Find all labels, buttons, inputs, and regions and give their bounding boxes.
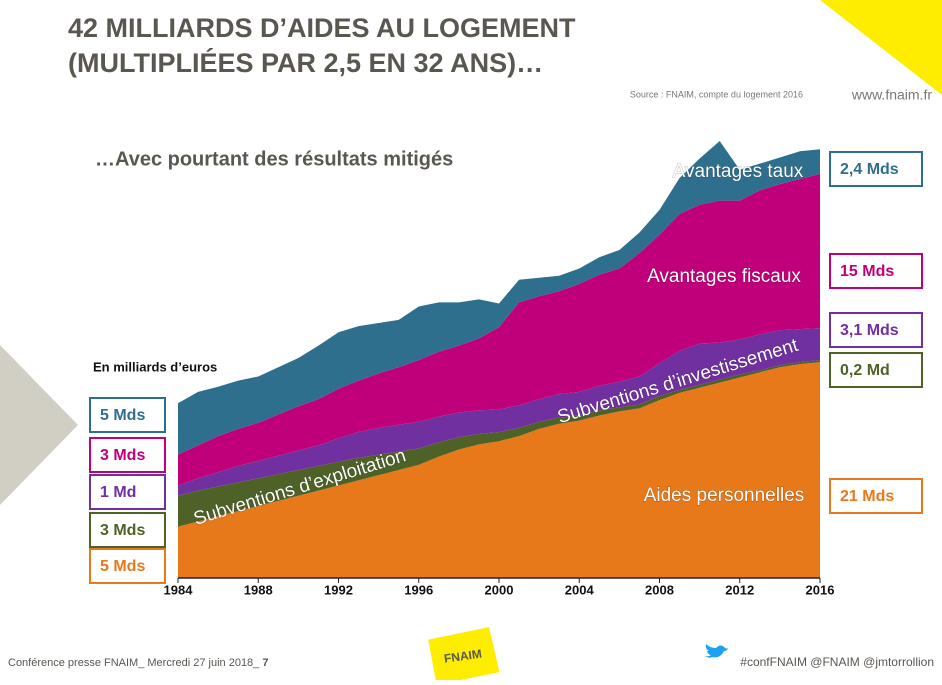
corner-decoration bbox=[820, 0, 942, 95]
x-tick-label: 2016 bbox=[806, 582, 835, 597]
value-label: 3 Mds bbox=[100, 522, 145, 539]
value-label-box bbox=[829, 478, 923, 514]
x-tick-label: 2008 bbox=[645, 582, 674, 597]
x-tick-label: 1988 bbox=[244, 582, 273, 597]
source: Source : FNAIM, compte du logement 2016 bbox=[630, 89, 803, 99]
logo-shape bbox=[428, 627, 500, 685]
plot: 1984 1988 1992 1996 2000 2004 2008 2012 2016 Aide… bbox=[89, 141, 923, 597]
value-label-box bbox=[829, 151, 923, 187]
area bbox=[178, 173, 820, 486]
y-label: En milliards d’euros bbox=[93, 359, 217, 374]
value-label-box bbox=[829, 312, 923, 348]
x-tick-label: 2004 bbox=[565, 582, 595, 597]
logo-text: FNAIM bbox=[443, 647, 483, 666]
x-tick-label: 1996 bbox=[404, 582, 433, 597]
series-name: Avantages taux bbox=[673, 161, 804, 182]
value-label-box bbox=[89, 474, 166, 510]
x-tick-label: 1984 bbox=[164, 582, 194, 597]
value-label-box bbox=[89, 548, 166, 584]
value-label: 21 Mds bbox=[840, 488, 894, 505]
value-label: 3 Mds bbox=[100, 447, 145, 464]
x-tick-label: 2000 bbox=[485, 582, 514, 597]
series-name: Aides personnelles bbox=[644, 485, 805, 506]
subtitle: …Avec pourtant des résultats mitigés bbox=[95, 148, 453, 170]
side-decoration bbox=[0, 345, 78, 505]
area bbox=[178, 360, 820, 527]
footer-left: Conférence presse FNAIM_ Mercredi 27 jui… bbox=[8, 657, 262, 669]
value-label: 15 Mds bbox=[840, 263, 894, 280]
page-number: 7 bbox=[262, 657, 268, 669]
x-tick-label: 2012 bbox=[725, 582, 754, 597]
value-label-box bbox=[89, 512, 166, 548]
title: (MULTIPLIÉES PAR 2,5 EN 32 ANS)… bbox=[68, 47, 543, 78]
x-tick-label: 1992 bbox=[324, 582, 353, 597]
value-label: 1 Md bbox=[100, 484, 136, 501]
value-label: 0,2 Md bbox=[840, 362, 890, 379]
area bbox=[178, 328, 820, 496]
twitter-icon bbox=[705, 644, 728, 658]
series-name: Avantages fiscaux bbox=[647, 266, 801, 287]
value-label: 3,1 Mds bbox=[840, 322, 899, 339]
value-label-box bbox=[89, 397, 166, 433]
area bbox=[178, 362, 820, 578]
title: 42 MILLIARDS D’AIDES AU LOGEMENT bbox=[68, 13, 576, 43]
value-label-box bbox=[829, 253, 923, 289]
website: www.fnaim.fr bbox=[851, 87, 932, 103]
value-label: 5 Mds bbox=[100, 558, 145, 575]
value-label: 2,4 Mds bbox=[840, 161, 899, 178]
footer-right: #confFNAIM @FNAIM @jmtorrollion bbox=[740, 655, 934, 669]
value-label: 5 Mds bbox=[100, 407, 145, 424]
logo: FNAIM bbox=[428, 627, 500, 685]
area bbox=[178, 141, 820, 455]
value-label-box bbox=[829, 352, 923, 388]
value-label-box bbox=[89, 437, 166, 473]
footer-text: Conférence presse FNAIM_ Mercredi 27 jui… bbox=[8, 657, 268, 669]
